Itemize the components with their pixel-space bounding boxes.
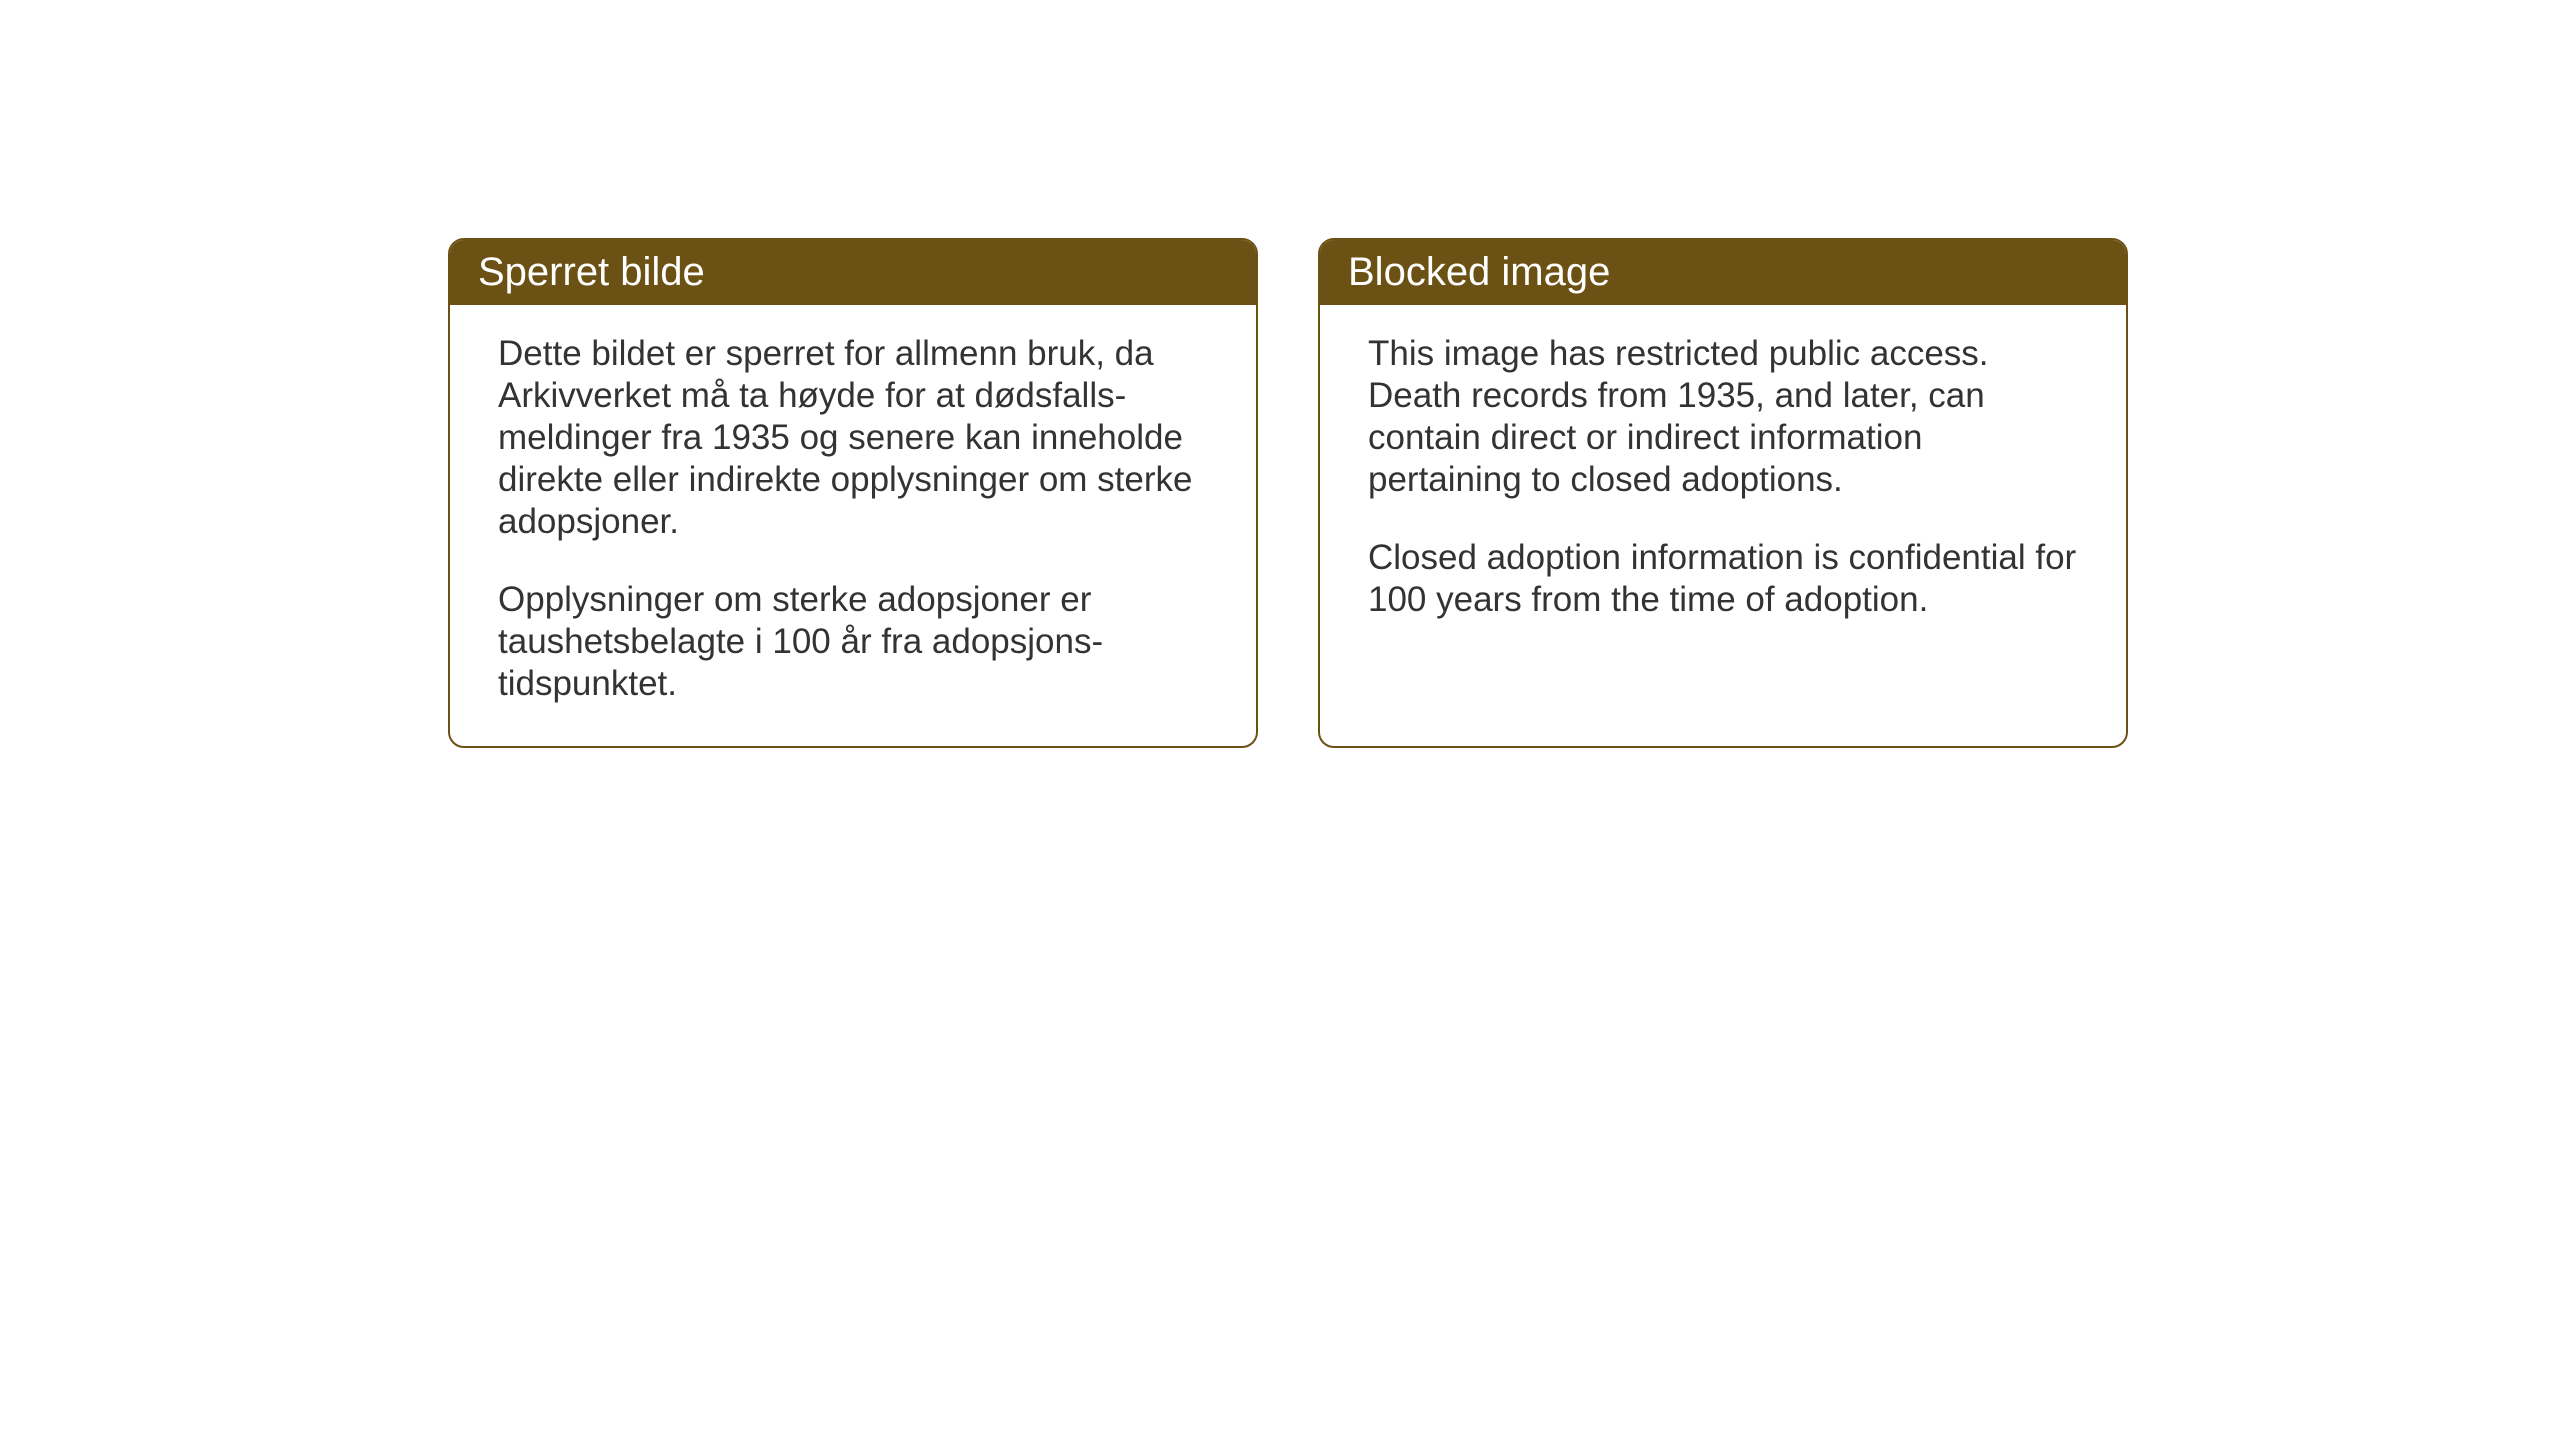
norwegian-card-body: Dette bildet er sperret for allmenn bruk… (450, 305, 1256, 745)
english-card-title: Blocked image (1320, 240, 2126, 305)
notice-cards-container: Sperret bilde Dette bildet er sperret fo… (448, 238, 2128, 748)
norwegian-notice-card: Sperret bilde Dette bildet er sperret fo… (448, 238, 1258, 748)
english-paragraph-1: This image has restricted public access.… (1368, 333, 2078, 501)
norwegian-paragraph-2: Opplysninger om sterke adopsjoner er tau… (498, 579, 1208, 705)
norwegian-paragraph-1: Dette bildet er sperret for allmenn bruk… (498, 333, 1208, 543)
norwegian-card-title: Sperret bilde (450, 240, 1256, 305)
english-paragraph-2: Closed adoption information is confident… (1368, 537, 2078, 621)
english-card-body: This image has restricted public access.… (1320, 305, 2126, 661)
english-notice-card: Blocked image This image has restricted … (1318, 238, 2128, 748)
